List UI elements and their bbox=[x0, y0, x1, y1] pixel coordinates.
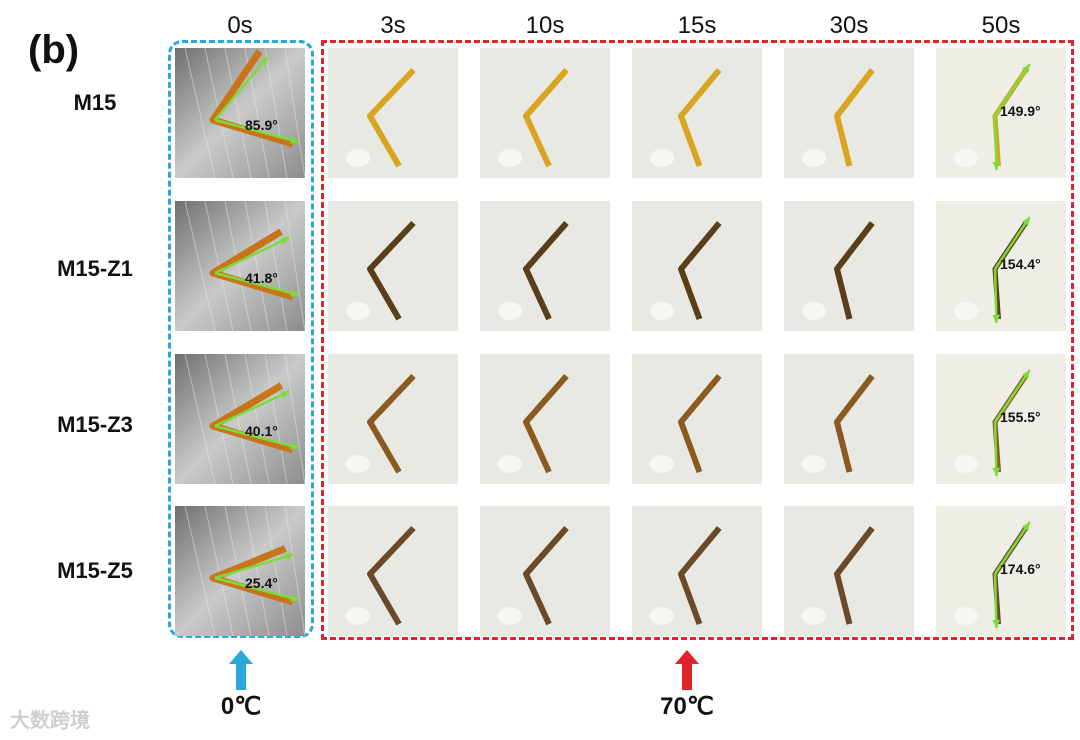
photo-m15-z3-30s bbox=[784, 354, 914, 484]
photo-m15-z1-3s bbox=[328, 201, 458, 331]
row-label-m15-z5: M15-Z5 bbox=[57, 558, 133, 583]
photo-m15-50s: 149.9° bbox=[936, 48, 1066, 178]
photo-m15-z5-50s: 174.6° bbox=[936, 506, 1066, 636]
angle-label-0s: 25.4° bbox=[245, 575, 278, 591]
photo-m15-0s: 85.9° bbox=[175, 48, 305, 178]
photo-m15-z3-10s bbox=[480, 354, 610, 484]
cold-group-box bbox=[168, 40, 314, 638]
photo-m15-z1-10s bbox=[480, 201, 610, 331]
col-header-10s: 10s bbox=[525, 12, 565, 39]
col-header-30s: 30s bbox=[829, 12, 869, 39]
hot-arrow-icon bbox=[675, 650, 699, 690]
angle-label-0s: 41.8° bbox=[245, 270, 278, 286]
photo-m15-z5-30s bbox=[784, 506, 914, 636]
photo-m15-z3-0s: 40.1° bbox=[175, 354, 305, 484]
photo-m15-z1-15s bbox=[632, 201, 762, 331]
photo-m15-z5-3s bbox=[328, 506, 458, 636]
photo-m15-30s bbox=[784, 48, 914, 178]
angle-label-50s: 149.9° bbox=[1000, 103, 1041, 119]
row-label-m15: M15 bbox=[73, 90, 117, 115]
col-header-15s: 15s bbox=[677, 12, 717, 39]
photo-m15-z1-50s: 154.4° bbox=[936, 201, 1066, 331]
photo-m15-z3-15s bbox=[632, 354, 762, 484]
photo-m15-z3-3s bbox=[328, 354, 458, 484]
angle-label-0s: 40.1° bbox=[245, 423, 278, 439]
photo-m15-z1-0s: 41.8° bbox=[175, 201, 305, 331]
angle-label-0s: 85.9° bbox=[245, 117, 278, 133]
row-label-m15-z3: M15-Z3 bbox=[57, 412, 133, 437]
cold-temperature-label: 0℃ bbox=[220, 693, 262, 720]
col-header-3s: 3s bbox=[380, 12, 406, 39]
col-header-0s: 0s bbox=[227, 12, 253, 39]
angle-label-50s: 174.6° bbox=[1000, 561, 1041, 577]
photo-m15-z5-15s bbox=[632, 506, 762, 636]
photo-m15-15s bbox=[632, 48, 762, 178]
hot-group-box bbox=[321, 40, 1074, 640]
cold-arrow-icon bbox=[229, 650, 253, 690]
photo-m15-z5-10s bbox=[480, 506, 610, 636]
watermark: 大数跨境 bbox=[10, 710, 90, 732]
photo-m15-z1-30s bbox=[784, 201, 914, 331]
photo-m15-3s bbox=[328, 48, 458, 178]
col-header-50s: 50s bbox=[981, 12, 1021, 39]
panel-label: (b) bbox=[28, 28, 80, 72]
angle-label-50s: 154.4° bbox=[1000, 256, 1041, 272]
photo-m15-z3-50s: 155.5° bbox=[936, 354, 1066, 484]
photo-m15-z5-0s: 25.4° bbox=[175, 506, 305, 636]
hot-temperature-label: 70℃ bbox=[660, 693, 714, 720]
angle-label-50s: 155.5° bbox=[1000, 409, 1041, 425]
row-label-m15-z1: M15-Z1 bbox=[57, 256, 133, 281]
photo-m15-10s bbox=[480, 48, 610, 178]
